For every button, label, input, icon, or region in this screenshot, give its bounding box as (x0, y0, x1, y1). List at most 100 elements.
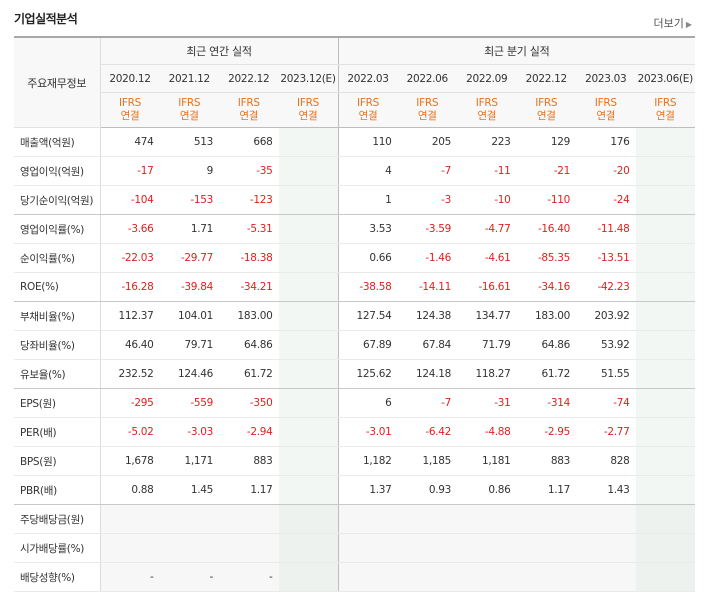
standard-consolidated-label: 연결 (477, 110, 497, 122)
row-label: 부채비율(%) (14, 301, 101, 331)
quarter-value-cell: -13.51 (576, 243, 636, 273)
quarter-standard-1: IFRS 연결 (397, 92, 457, 128)
quarter-value-cell (397, 533, 457, 563)
standard-ifrs-label: IFRS (594, 97, 617, 109)
annual-value-cell: -18.38 (219, 243, 279, 273)
quarter-value-cell: 0.86 (457, 475, 517, 505)
table-row: 영업이익(억원) -17 9 -35 4 -7 -11 -21 -20 (14, 156, 695, 186)
quarter-value-cell (576, 533, 636, 563)
quarter-value-cell (635, 214, 695, 244)
quarter-value-cell: -4.88 (457, 417, 517, 447)
quarter-value-cell: -16.61 (457, 272, 517, 302)
row-label: 매출액(억원) (14, 127, 101, 157)
section-title: 기업실적분석 (14, 12, 78, 26)
quarter-value-cell: -3.59 (397, 214, 457, 244)
quarter-value-cell: -42.23 (576, 272, 636, 302)
quarter-value-cell (516, 504, 576, 534)
quarter-value-cell: -7 (397, 156, 457, 186)
quarter-value-cell: -110 (516, 185, 576, 215)
quarter-value-cell: 71.79 (457, 330, 517, 360)
quarter-value-cell: -1.46 (397, 243, 457, 273)
annual-value-cell (278, 533, 339, 563)
quarter-value-cell: 3.53 (338, 214, 398, 244)
quarter-value-cell: 183.00 (516, 301, 576, 331)
quarter-value-cell: 203.92 (576, 301, 636, 331)
quarter-value-cell (397, 504, 457, 534)
quarter-value-cell: 883 (516, 446, 576, 476)
annual-value-cell: -5.31 (219, 214, 279, 244)
quarter-value-cell (635, 156, 695, 186)
quarter-value-cell (457, 562, 517, 592)
quarter-value-cell: -85.35 (516, 243, 576, 273)
row-label: 시가배당률(%) (14, 533, 101, 563)
more-link-label: 더보기 (653, 17, 684, 30)
annual-value-cell: 1.71 (159, 214, 219, 244)
quarter-value-cell: 129 (516, 127, 576, 157)
annual-value-cell (278, 562, 339, 592)
annual-value-cell: - (219, 562, 279, 592)
quarter-value-cell (635, 243, 695, 273)
quarter-value-cell: 1 (338, 185, 398, 215)
quarter-period-2: 2022.09 (457, 64, 517, 93)
quarter-value-cell: -20 (576, 156, 636, 186)
annual-value-cell: -16.28 (100, 272, 160, 302)
annual-value-cell (219, 533, 279, 563)
table-row: PBR(배) 0.88 1.45 1.17 1.37 0.93 0.86 1.17 1.43 (14, 475, 695, 505)
quarter-value-cell (635, 446, 695, 476)
annual-value-cell: -3.66 (100, 214, 160, 244)
standard-consolidated-label: 연결 (179, 110, 199, 122)
annual-value-cell (159, 533, 219, 563)
annual-value-cell: 883 (219, 446, 279, 476)
quarter-value-cell: 205 (397, 127, 457, 157)
row-label: 당기순이익(억원) (14, 185, 101, 215)
standard-ifrs-label: IFRS (416, 97, 439, 109)
quarter-period-5: 2023.06(E) (635, 64, 695, 93)
table-row: ROE(%) -16.28 -39.84 -34.21 -38.58 -14.11 -16.… (14, 272, 695, 302)
annual-value-cell: 9 (159, 156, 219, 186)
row-label: 영업이익(억원) (14, 156, 101, 186)
annual-value-cell: 61.72 (219, 359, 279, 389)
annual-value-cell: 1,171 (159, 446, 219, 476)
annual-value-cell (278, 243, 339, 273)
annual-standard-3: IFRS 연결 (278, 92, 339, 128)
quarter-value-cell: 1.37 (338, 475, 398, 505)
quarter-value-cell: -314 (516, 388, 576, 418)
annual-value-cell: 79.71 (159, 330, 219, 360)
annual-value-cell: -295 (100, 388, 160, 418)
quarter-value-cell: -74 (576, 388, 636, 418)
standard-ifrs-label: IFRS (297, 97, 319, 109)
table-row: 당기순이익(억원) -104 -153 -123 1 -3 -10 -110 -24 (14, 185, 695, 215)
quarter-value-cell: -6.42 (397, 417, 457, 447)
annual-period-2: 2022.12 (219, 64, 279, 93)
quarter-value-cell: 51.55 (576, 359, 636, 389)
quarter-value-cell (635, 533, 695, 563)
annual-value-cell (219, 504, 279, 534)
quarter-value-cell: -2.95 (516, 417, 576, 447)
more-link[interactable]: 더보기 ▶ (653, 15, 692, 31)
annual-value-cell: 474 (100, 127, 160, 157)
annual-value-cell (278, 301, 339, 331)
annual-value-cell: - (159, 562, 219, 592)
quarter-value-cell: 67.84 (397, 330, 457, 360)
quarter-value-cell: -3 (397, 185, 457, 215)
quarter-value-cell: 127.54 (338, 301, 398, 331)
annual-value-cell: 183.00 (219, 301, 279, 331)
quarter-value-cell: 118.27 (457, 359, 517, 389)
standard-consolidated-label: 연결 (239, 110, 259, 122)
quarter-value-cell: 1.43 (576, 475, 636, 505)
annual-value-cell (278, 185, 339, 215)
annual-value-cell (278, 388, 339, 418)
annual-value-cell: - (100, 562, 160, 592)
quarter-value-cell (457, 504, 517, 534)
quarter-value-cell (457, 533, 517, 563)
annual-period-1: 2021.12 (159, 64, 219, 93)
standard-consolidated-label: 연결 (358, 110, 378, 122)
annual-value-cell: -5.02 (100, 417, 160, 447)
standard-ifrs-label: IFRS (475, 97, 498, 109)
annual-value-cell: 124.46 (159, 359, 219, 389)
quarter-period-4: 2023.03 (576, 64, 636, 93)
quarter-value-cell: -34.16 (516, 272, 576, 302)
quarter-value-cell (397, 562, 457, 592)
quarter-value-cell: 64.86 (516, 330, 576, 360)
